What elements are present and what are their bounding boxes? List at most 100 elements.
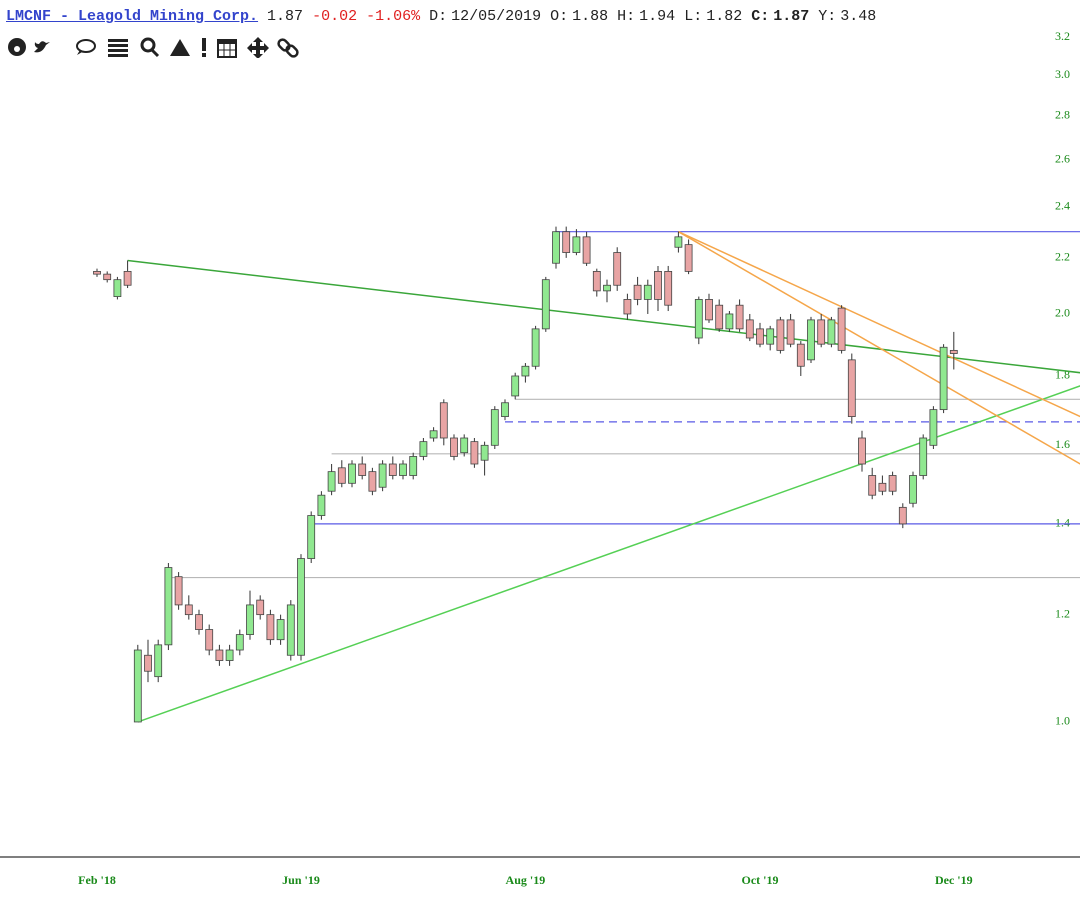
y-tick-label: 1.0 <box>1055 714 1070 728</box>
candle-body <box>419 441 428 457</box>
candle-body <box>256 599 265 616</box>
alert-icon[interactable] <box>202 38 206 57</box>
candle-body <box>572 236 581 253</box>
candle-body <box>633 284 642 300</box>
candle-body <box>409 456 418 476</box>
y-tick-label: 2.6 <box>1055 151 1070 165</box>
candle-body <box>235 634 244 651</box>
field-value: 1.82 <box>706 8 743 25</box>
candle-body <box>878 482 887 492</box>
candle-body <box>276 619 285 641</box>
candle-body <box>939 346 948 411</box>
candle-body <box>286 604 295 656</box>
candle-body <box>531 328 540 367</box>
candle-body <box>694 299 703 339</box>
candle-body <box>837 307 846 351</box>
field-value: 3.48 <box>840 8 877 25</box>
comment-icon[interactable] <box>76 39 96 55</box>
field-label: L: <box>684 8 703 25</box>
field-label: D: <box>429 8 448 25</box>
triangle-icon[interactable] <box>170 39 190 56</box>
candle-body <box>439 402 448 439</box>
candle-body <box>348 463 356 484</box>
candle-body <box>756 328 764 345</box>
candle-body <box>317 494 326 516</box>
field-value: 1.87 <box>773 8 810 25</box>
candle-body <box>766 328 775 345</box>
candle-body <box>827 319 836 345</box>
candle-body <box>745 319 754 339</box>
candle-body <box>297 558 305 656</box>
candle-body <box>807 319 815 361</box>
candle-body <box>246 604 254 636</box>
candle-body <box>735 304 744 330</box>
field-value: 1.88 <box>572 8 609 25</box>
candle-body <box>868 475 877 496</box>
last-price: 1.87 <box>267 8 304 25</box>
quote-header: LMCNF - Leagold Mining Corp. 1.87 -0.02 -1.… <box>6 8 894 25</box>
candle-body <box>490 409 499 446</box>
field-value: 1.94 <box>639 8 676 25</box>
twitter-icon[interactable] <box>34 41 50 53</box>
candle-body <box>776 319 785 351</box>
candle-body <box>817 319 826 345</box>
candle-body <box>511 375 520 397</box>
y-tick-label: 3.0 <box>1055 67 1070 81</box>
candle-body <box>501 402 509 417</box>
candle-body <box>358 463 367 476</box>
candle-body <box>949 349 958 354</box>
change-percent: -1.06% <box>366 8 421 25</box>
candle-body <box>399 463 407 476</box>
candle-body <box>480 444 489 461</box>
candle-body <box>898 506 907 525</box>
link-icon[interactable] <box>277 38 299 58</box>
candle-body <box>225 649 234 661</box>
trend-line <box>678 231 1080 418</box>
candle-body <box>603 284 611 292</box>
candle-body <box>470 441 479 465</box>
x-tick-label: Dec '19 <box>935 873 973 887</box>
field-label: C: <box>751 8 770 25</box>
candle-body <box>450 437 458 457</box>
candle-body <box>847 359 856 417</box>
candle-body <box>684 244 693 272</box>
candle-body <box>205 629 214 651</box>
candle-body <box>623 299 632 315</box>
candle-body <box>888 475 897 492</box>
candle-body <box>327 471 336 492</box>
candle-body <box>123 270 132 286</box>
candle-body <box>174 576 183 606</box>
candle-body <box>164 567 173 646</box>
field-label: Y: <box>818 8 837 25</box>
candle-body <box>929 409 938 446</box>
list-icon[interactable] <box>108 39 128 57</box>
y-tick-label: 2.4 <box>1055 198 1070 212</box>
field-value: 12/05/2019 <box>451 8 542 25</box>
candle-body <box>307 515 316 559</box>
field-label: O: <box>550 8 569 25</box>
candle-body <box>195 614 203 630</box>
candle-body <box>643 284 652 300</box>
candle-body <box>184 604 193 616</box>
search-icon[interactable] <box>140 37 160 58</box>
move-icon[interactable] <box>247 37 269 58</box>
candle-body <box>521 365 530 377</box>
trend-line <box>127 259 1080 374</box>
candle-body <box>337 467 346 484</box>
candle-body <box>725 313 734 330</box>
calendar-icon[interactable] <box>217 39 237 58</box>
y-tick-label: 2.2 <box>1055 250 1070 264</box>
symbol-link[interactable]: LMCNF - Leagold Mining Corp. <box>6 8 259 25</box>
y-tick-label: 3.2 <box>1055 29 1070 43</box>
candle-body <box>582 236 591 264</box>
candle-body <box>664 270 673 306</box>
quote-fields: D: 12/05/2019 O: 1.88 H: 1.94 L: 1.82 C: 1.87 Y: 3.… <box>429 8 885 25</box>
dashboard-icon[interactable] <box>8 38 26 56</box>
candle-body <box>654 270 662 300</box>
x-tick-label: Feb '18 <box>78 873 116 887</box>
candle-body <box>144 654 152 672</box>
candle-body <box>592 270 601 292</box>
candle-body <box>919 437 928 476</box>
candle-body <box>705 299 713 321</box>
